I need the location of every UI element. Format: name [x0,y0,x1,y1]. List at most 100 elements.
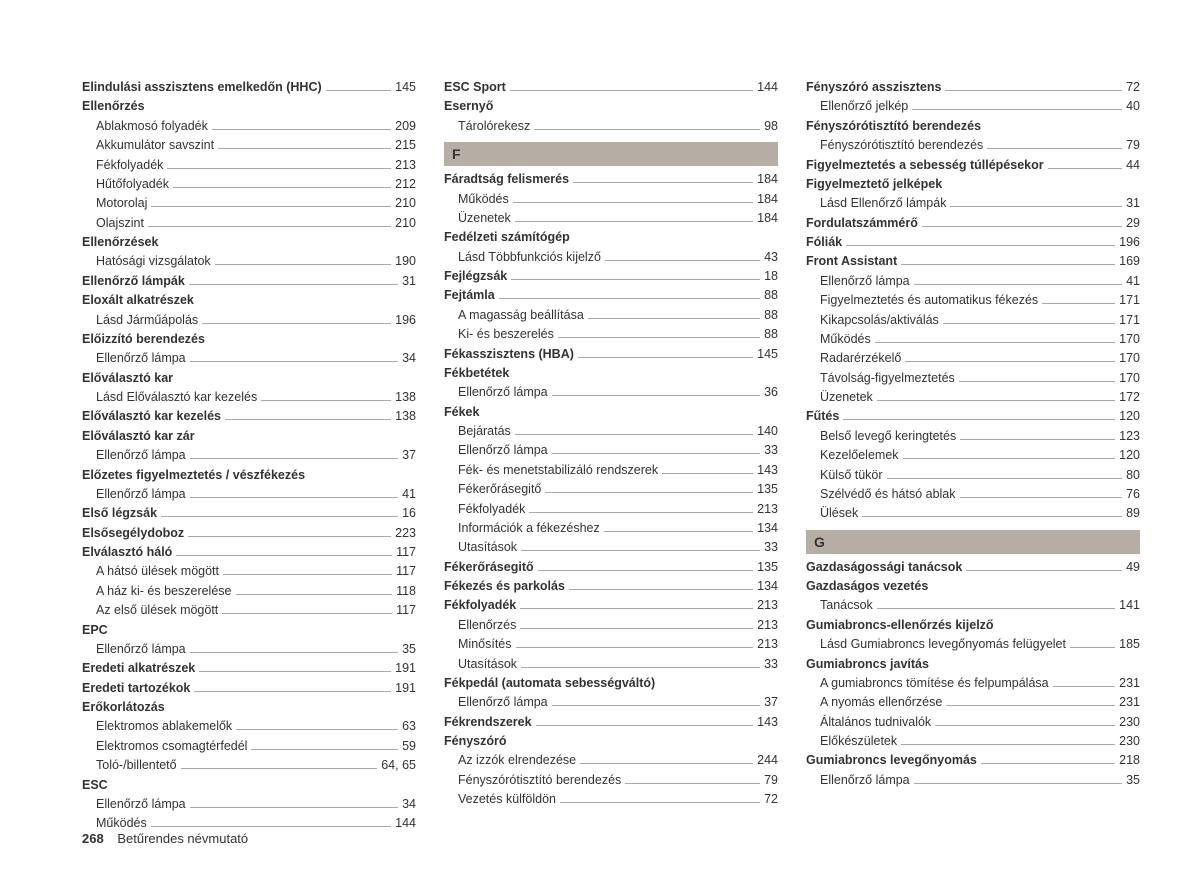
leader-dots [843,419,1115,420]
leader-dots [536,725,754,726]
leader-dots [515,221,753,222]
entry-page: 37 [402,446,416,465]
index-entry: Fordulatszámmérő29 [806,214,1140,233]
entry-page: 143 [757,713,778,732]
index-subentry: Működés170 [806,330,1140,349]
index-subentry: Ablakmosó folyadék209 [82,117,416,136]
index-subentry: Kezelőelemek120 [806,446,1140,465]
leader-dots [588,318,760,319]
entry-page: 88 [764,306,778,325]
index-entry: Elindulási asszisztens emelkedőn (HHC)14… [82,78,416,97]
entry-label: A ház ki- és beszerelése [82,582,232,601]
entry-label: Fékfolyadék [444,596,516,615]
entry-label: Előválasztó kar zár [82,427,195,446]
entry-label: Fáradtság felismerés [444,170,569,189]
index-subentry: Működés184 [444,190,778,209]
entry-label: Ki- és beszerelés [444,325,554,344]
index-entry: Eredeti tartozékok191 [82,679,416,698]
index-subentry: Elektromos ablakemelők63 [82,717,416,736]
index-entry: Gazdaságos vezetés [806,577,1140,596]
entry-page: 218 [1119,751,1140,770]
entry-label: Fejlégzsák [444,267,507,286]
entry-page: 213 [395,156,416,175]
leader-dots [960,497,1123,498]
entry-label: Fékerőrásegitő [444,558,534,577]
entry-label: Előkészületek [806,732,897,751]
index-subentry: Az első ülések mögött117 [82,601,416,620]
entry-label: A magasság beállítása [444,306,584,325]
index-subentry: Fényszórótisztító berendezés79 [806,136,1140,155]
entry-label: Tárolórekesz [444,117,530,136]
leader-dots [1070,647,1115,648]
index-entry: Erőkorlátozás [82,698,416,717]
index-entry: Fékasszisztens (HBA)145 [444,345,778,364]
index-subentry: A magasság beállítása 88 [444,306,778,325]
index-subentry: Belső levegő keringtetés123 [806,427,1140,446]
index-subentry: Toló-/billentető64, 65 [82,756,416,775]
entry-page: 190 [395,252,416,271]
leader-dots [236,594,393,595]
entry-page: 31 [402,272,416,291]
entry-page: 135 [757,558,778,577]
leader-dots [573,182,753,183]
entry-page: 184 [757,209,778,228]
index-subentry: Radarérzékelő 170 [806,349,1140,368]
index-subentry: Hűtőfolyadék212 [82,175,416,194]
index-entry: Fékek [444,403,778,422]
leader-dots [935,725,1115,726]
index-entry: Eredeti alkatrészek191 [82,659,416,678]
entry-label: Fék- és menetstabilizáló rendszerek [444,461,658,480]
leader-dots [326,90,391,91]
index-entry: Front Assistant169 [806,252,1140,271]
index-column-2: ESC Sport144EsernyőTárolórekesz98FFáradt… [444,78,778,834]
leader-dots [605,260,760,261]
entry-label: Fejtámla [444,286,495,305]
entry-page: 170 [1119,369,1140,388]
entry-label: Gumiabroncs-ellenőrzés kijelző [806,616,994,635]
leader-dots [190,652,398,653]
entry-page: 171 [1119,311,1140,330]
index-entry: Fékrendszerek143 [444,713,778,732]
entry-label: Radarérzékelő [806,349,901,368]
index-subentry: Vezetés külföldön72 [444,790,778,809]
entry-label: Információk a fékezéshez [444,519,600,538]
leader-dots [181,768,378,769]
entry-page: 49 [1126,558,1140,577]
leader-dots [236,729,398,730]
entry-page: 141 [1119,596,1140,615]
leader-dots [901,264,1115,265]
leader-dots [212,129,391,130]
leader-dots [510,90,753,91]
entry-label: Tanácsok [806,596,873,615]
leader-dots [846,245,1115,246]
leader-dots [966,570,1122,571]
entry-page: 64, 65 [381,756,416,775]
leader-dots [499,298,760,299]
entry-label: Esernyő [444,97,493,116]
entry-page: 140 [757,422,778,441]
leader-dots [534,129,760,130]
index-subentry: Előkészületek230 [806,732,1140,751]
entry-page: 212 [395,175,416,194]
entry-label: Utasítások [444,655,517,674]
entry-page: 170 [1119,349,1140,368]
leader-dots [945,90,1122,91]
entry-page: 33 [764,441,778,460]
entry-page: 215 [395,136,416,155]
entry-label: Fékfolyadék [444,500,525,519]
leader-dots [545,492,753,493]
entry-label: Fékpedál (automata sebességváltó) [444,674,655,693]
leader-dots [151,826,391,827]
entry-label: Eredeti tartozékok [82,679,190,698]
entry-label: A nyomás ellenőrzése [806,693,942,712]
leader-dots [521,667,760,668]
entry-label: Ülések [806,504,858,523]
entry-label: Fékerőrásegitő [444,480,541,499]
leader-dots [560,802,760,803]
index-subentry: Ellenőrző lámpa35 [82,640,416,659]
leader-dots [190,361,398,362]
entry-label: Gumiabroncs levegőnyomás [806,751,977,770]
entry-page: 184 [757,190,778,209]
entry-label: Kikapcsolás/aktiválás [806,311,939,330]
entry-page: 134 [757,519,778,538]
